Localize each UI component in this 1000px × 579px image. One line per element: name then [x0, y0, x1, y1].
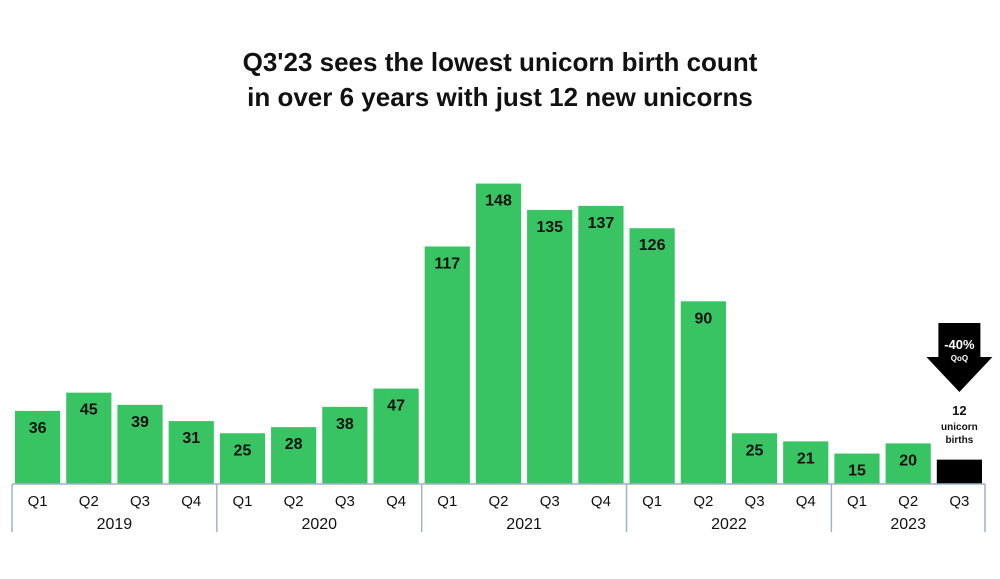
bar	[783, 441, 829, 484]
annotation-count: 12	[952, 403, 966, 418]
bar-value-label: 126	[639, 237, 666, 254]
bar	[219, 433, 266, 484]
bar-value-label: 90	[694, 310, 712, 327]
quarter-tick-label: Q2	[898, 493, 918, 510]
bar	[834, 453, 880, 484]
annotation-line-2: unicorn	[941, 422, 978, 433]
bar-value-label: 25	[746, 442, 764, 459]
bar-value-label: 28	[285, 436, 303, 453]
bar	[527, 209, 573, 484]
quarter-tick-label: Q1	[232, 493, 252, 510]
bar	[15, 410, 61, 484]
quarter-tick-label: Q2	[284, 493, 304, 510]
bar	[578, 205, 624, 484]
quarter-tick-label: Q4	[181, 493, 201, 510]
quarter-tick-label: Q4	[386, 493, 406, 510]
quarter-tick-label: Q3	[540, 493, 560, 510]
bar-value-label: 38	[336, 416, 354, 433]
quarter-tick-label: Q1	[28, 493, 48, 510]
bar-value-label: 45	[80, 402, 98, 419]
quarter-tick-label: Q2	[79, 493, 99, 510]
bar	[168, 421, 214, 484]
down-arrow-icon	[926, 323, 993, 392]
bar-value-label: 117	[434, 255, 460, 272]
change-percent-label: -40%	[944, 337, 975, 352]
bar	[936, 459, 982, 484]
quarter-tick-label: Q3	[949, 493, 969, 510]
bar	[629, 228, 675, 484]
bar	[424, 246, 470, 484]
bar	[66, 392, 112, 484]
change-period-label: QoQ	[951, 354, 968, 363]
quarter-tick-label: Q3	[130, 493, 150, 510]
bar-value-label: 39	[131, 414, 149, 431]
bar-value-label: 148	[485, 193, 512, 210]
bar	[373, 388, 419, 484]
bar	[117, 404, 163, 484]
chart-title-line-1: Q3'23 sees the lowest unicorn birth coun…	[242, 47, 758, 77]
annotation-line-3: births	[946, 435, 974, 446]
bar-value-label: 21	[797, 450, 815, 467]
bar-value-label: 31	[182, 430, 200, 447]
year-label: 2020	[301, 516, 337, 533]
bar-value-label: 137	[588, 215, 615, 232]
bar	[271, 427, 317, 484]
bar	[322, 406, 368, 484]
quarter-tick-label: Q1	[642, 493, 662, 510]
quarter-tick-label: Q2	[693, 493, 713, 510]
quarter-tick-label: Q3	[745, 493, 765, 510]
quarter-tick-label: Q1	[847, 493, 867, 510]
quarter-tick-label: Q4	[796, 493, 816, 510]
bar	[731, 433, 778, 484]
year-label: 2022	[711, 516, 747, 533]
chart-title-line-2: in over 6 years with just 12 new unicorn…	[247, 82, 753, 112]
bar-value-label: 25	[234, 442, 252, 459]
bar	[475, 183, 522, 484]
bar	[885, 443, 931, 484]
bar	[680, 301, 726, 484]
year-label: 2021	[506, 516, 542, 533]
bar-value-label: 135	[536, 219, 563, 236]
quarter-tick-label: Q3	[335, 493, 355, 510]
quarter-tick-label: Q2	[488, 493, 508, 510]
bar-value-label: 15	[848, 463, 866, 480]
quarter-tick-label: Q1	[437, 493, 457, 510]
year-label: 2023	[890, 516, 926, 533]
bar-value-label: 47	[387, 398, 405, 415]
quarter-tick-label: Q4	[591, 493, 611, 510]
bar-value-label: 20	[899, 452, 917, 469]
year-label: 2019	[97, 516, 133, 533]
bar-value-label: 36	[29, 420, 47, 437]
